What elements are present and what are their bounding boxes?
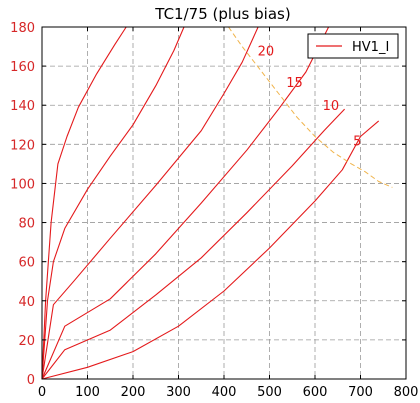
curve-label: 15 [286, 76, 303, 91]
legend-label: HV1_I [352, 40, 389, 55]
curve-labels: 20 15 10 5 [258, 44, 362, 149]
series-line-3 [41, 26, 259, 380]
curve-label: 5 [353, 134, 361, 149]
curve-label: 20 [258, 44, 275, 59]
y-tick-label: 60 [18, 256, 35, 271]
y-tick-label: 120 [10, 138, 35, 153]
y-tick-label: 0 [27, 373, 35, 388]
y-tick-label: 140 [10, 99, 35, 114]
y-tick-label: 180 [10, 21, 35, 36]
x-tick-label: 300 [166, 385, 191, 400]
series-lines [41, 26, 380, 380]
x-tick-label: 200 [121, 385, 146, 400]
series-line-2 [41, 26, 185, 380]
boundary-line [228, 26, 393, 188]
series-line-5 [41, 108, 345, 380]
y-tick-label: 80 [18, 217, 35, 232]
series-line-6 [41, 120, 380, 380]
y-tick-label: 160 [10, 60, 35, 75]
x-tick-label: 0 [38, 385, 46, 400]
y-tick-label: 40 [18, 295, 35, 310]
legend: HV1_I [307, 33, 399, 59]
series-line-1 [41, 26, 127, 380]
x-tick-label: 600 [303, 385, 328, 400]
chart-title: TC1/75 (plus bias) [154, 5, 290, 23]
x-tick-label: 100 [75, 385, 100, 400]
series-line-4 [41, 26, 330, 380]
x-tick-label: 400 [212, 385, 237, 400]
boundary-dashed-line [228, 26, 393, 188]
curve-label: 10 [323, 99, 340, 114]
grid-lines [42, 27, 406, 379]
y-tick-label: 100 [10, 177, 35, 192]
x-tick-label: 700 [348, 385, 373, 400]
x-tick-label: 800 [394, 385, 419, 400]
x-tick-label: 500 [257, 385, 282, 400]
axis-ticks: 0 100 200 300 400 500 600 700 800 0 20 40 60 80 100 120… [10, 21, 418, 400]
y-tick-label: 20 [18, 334, 35, 349]
